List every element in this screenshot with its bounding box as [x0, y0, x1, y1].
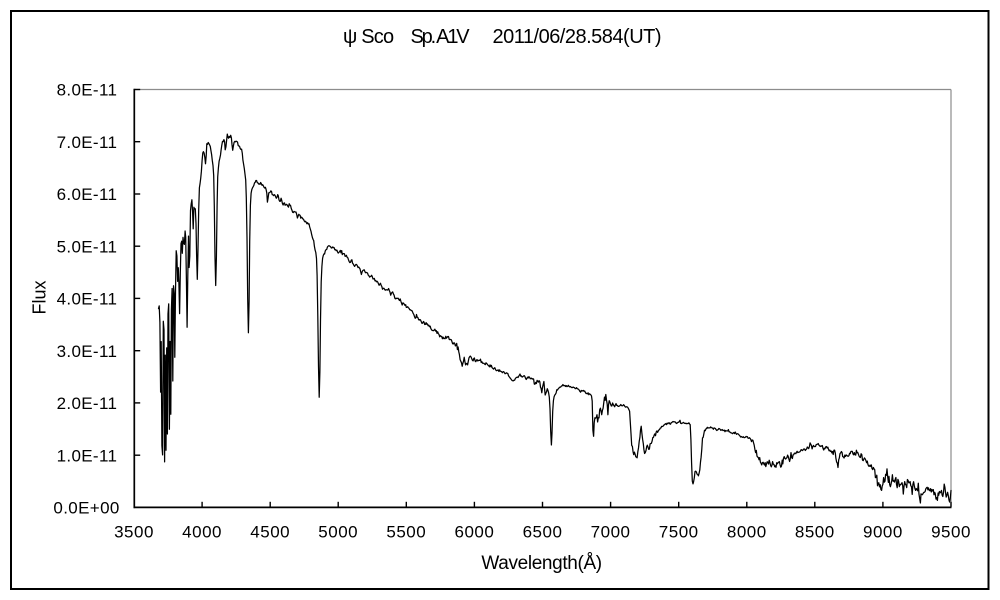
svg-text:9500: 9500: [931, 523, 971, 542]
svg-text:5000: 5000: [318, 523, 358, 542]
svg-text:3.0E-11: 3.0E-11: [57, 342, 118, 361]
svg-text:5500: 5500: [386, 523, 426, 542]
svg-text:4000: 4000: [182, 523, 222, 542]
svg-text:4500: 4500: [250, 523, 290, 542]
svg-text:4.0E-11: 4.0E-11: [57, 290, 118, 309]
svg-text:9000: 9000: [863, 523, 903, 542]
svg-text:6500: 6500: [523, 523, 563, 542]
svg-text:1.0E-11: 1.0E-11: [57, 446, 118, 465]
svg-text:7000: 7000: [591, 523, 631, 542]
svg-text:Wavelength(Å): Wavelength(Å): [481, 553, 601, 574]
svg-text:7.0E-11: 7.0E-11: [57, 133, 118, 152]
svg-text:6.0E-11: 6.0E-11: [57, 185, 118, 204]
svg-text:8000: 8000: [727, 523, 767, 542]
svg-text:3500: 3500: [114, 523, 154, 542]
svg-text:5.0E-11: 5.0E-11: [57, 237, 118, 256]
svg-text:6000: 6000: [454, 523, 494, 542]
svg-text:8.0E-11: 8.0E-11: [57, 81, 118, 100]
svg-text:Flux: Flux: [30, 280, 50, 314]
svg-text:2.0E-11: 2.0E-11: [57, 394, 118, 413]
svg-text:0.0E+00: 0.0E+00: [53, 499, 119, 518]
svg-text:7500: 7500: [659, 523, 699, 542]
svg-text:8500: 8500: [795, 523, 835, 542]
